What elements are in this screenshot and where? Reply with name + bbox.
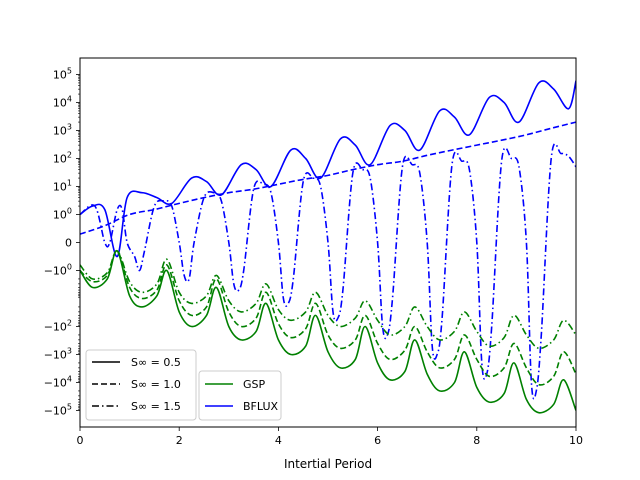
legend-label: GSP bbox=[243, 378, 266, 391]
legend-label: S∞ = 1.5 bbox=[131, 400, 181, 413]
series-bflux-solid bbox=[80, 80, 576, 258]
x-tick-label: 6 bbox=[374, 434, 381, 447]
series-bflux-dashdot bbox=[80, 142, 576, 400]
y-tick-label: 102 bbox=[53, 151, 72, 166]
y-tick-label: 104 bbox=[53, 95, 72, 110]
series-bflux-dashed bbox=[80, 121, 576, 235]
y-tick-label: 0 bbox=[65, 237, 72, 250]
y-tick-label: −103 bbox=[44, 347, 72, 362]
x-axis: 0 2 4 6 8 10 bbox=[77, 427, 583, 447]
y-tick-label: 101 bbox=[53, 179, 72, 194]
x-tick-label: 8 bbox=[473, 434, 480, 447]
legend-label: BFLUX bbox=[243, 400, 279, 413]
series-layer bbox=[80, 80, 576, 414]
series-gsp-solid bbox=[80, 250, 576, 414]
x-tick-label: 10 bbox=[569, 434, 583, 447]
y-tick-label: −102 bbox=[44, 319, 72, 334]
legend-label: S∞ = 0.5 bbox=[131, 356, 181, 369]
y-tick-label: −100 bbox=[44, 263, 72, 278]
x-axis-label: Intertial Period bbox=[284, 457, 372, 471]
x-tick-label: 4 bbox=[275, 434, 282, 447]
x-tick-label: 2 bbox=[176, 434, 183, 447]
legend: S∞ = 0.5 S∞ = 1.0 S∞ = 1.5 GSP BFLUX bbox=[85, 349, 282, 421]
y-tick-label: 100 bbox=[53, 207, 72, 222]
legend-box bbox=[85, 349, 197, 421]
y-tick-label: −105 bbox=[44, 403, 72, 418]
series-gsp-dashed bbox=[80, 250, 576, 386]
legend-label: S∞ = 1.0 bbox=[131, 378, 181, 391]
x-tick-label: 0 bbox=[77, 434, 84, 447]
y-tick-label: 105 bbox=[53, 67, 72, 82]
y-tick-label: −104 bbox=[44, 375, 72, 390]
y-axis: 105 104 103 102 101 100 0 −100 −102 −103 −104 −105 bbox=[44, 67, 80, 418]
series-gsp-dashdot bbox=[80, 250, 576, 350]
y-tick-label: 103 bbox=[53, 123, 72, 138]
